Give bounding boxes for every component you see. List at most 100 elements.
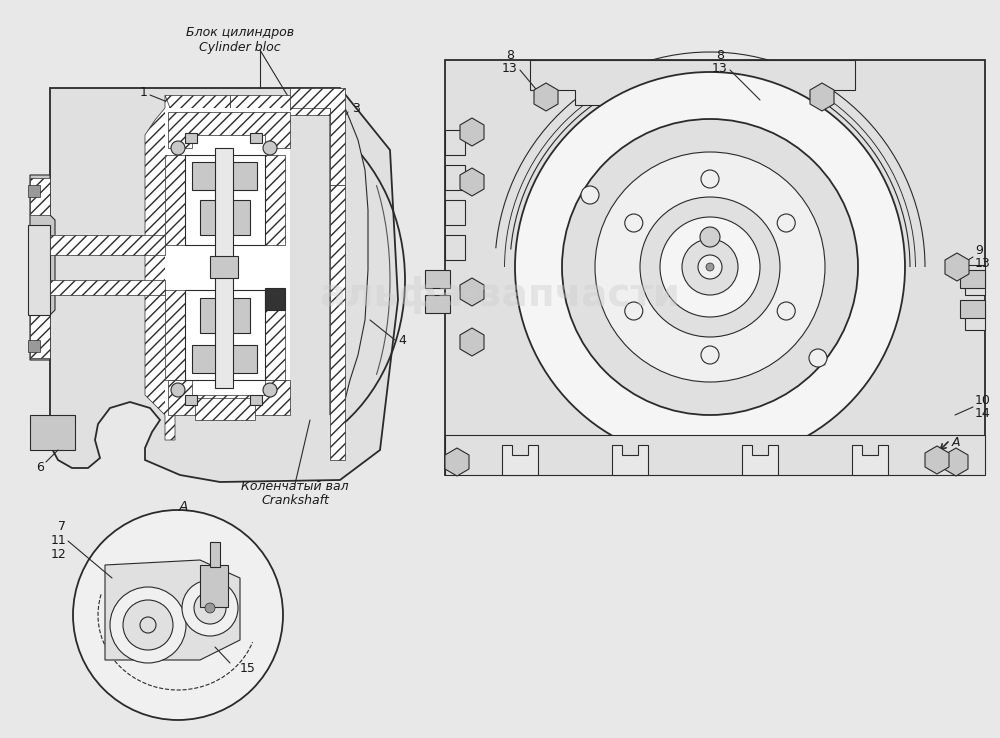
Bar [445,435,985,475]
Text: 3: 3 [352,102,360,114]
Bar [28,340,40,352]
Bar [265,288,285,310]
Polygon shape [502,445,538,475]
Text: Crankshaft: Crankshaft [261,494,329,506]
Bar [185,155,265,245]
Polygon shape [460,168,484,196]
Circle shape [562,119,858,415]
Polygon shape [742,445,778,475]
Circle shape [194,592,226,624]
Bar [445,130,465,155]
Circle shape [706,263,714,271]
Polygon shape [30,315,50,358]
Circle shape [777,214,795,232]
Circle shape [777,302,795,320]
Bar [200,200,250,235]
Circle shape [263,141,277,155]
Polygon shape [445,448,469,476]
Text: 4: 4 [398,334,406,347]
Polygon shape [265,155,285,245]
Polygon shape [192,162,257,190]
Bar [960,300,985,318]
Circle shape [73,510,283,720]
Polygon shape [105,560,240,660]
Bar [200,565,228,607]
Text: 15: 15 [240,661,256,675]
Circle shape [505,62,915,472]
Circle shape [171,383,185,397]
Polygon shape [460,118,484,146]
Text: 11: 11 [50,534,66,548]
Bar [28,225,50,315]
Bar [445,165,465,190]
Polygon shape [265,290,285,380]
Bar [250,395,262,405]
Text: A: A [178,500,188,514]
Polygon shape [330,108,368,415]
Bar [165,108,290,403]
Text: 12: 12 [50,548,66,562]
Bar [28,185,40,197]
Bar [965,305,985,330]
Polygon shape [810,83,834,111]
Polygon shape [30,175,55,360]
Text: 8: 8 [506,49,514,61]
Text: 8: 8 [716,49,724,61]
Bar [425,270,450,288]
Text: Коленчатый вал: Коленчатый вал [241,480,349,494]
Bar [210,542,220,567]
Bar [192,162,257,190]
Text: Cylinder bloc: Cylinder bloc [199,41,281,53]
Bar [30,415,75,450]
Circle shape [140,617,156,633]
Bar [185,290,265,380]
Polygon shape [534,83,558,111]
Text: 13: 13 [502,61,518,75]
Circle shape [682,239,738,295]
Text: 13: 13 [712,61,728,75]
Polygon shape [944,448,968,476]
Bar [425,295,450,313]
Polygon shape [50,88,398,482]
Polygon shape [30,178,50,215]
Polygon shape [50,235,165,255]
Polygon shape [852,445,888,475]
Circle shape [701,170,719,188]
Text: 13: 13 [975,257,991,269]
Polygon shape [195,398,255,420]
Polygon shape [445,60,985,475]
Bar [185,133,197,143]
Polygon shape [612,445,648,475]
Polygon shape [165,95,230,108]
Bar [960,270,985,288]
Polygon shape [168,380,290,415]
Circle shape [263,383,277,397]
Text: 14: 14 [975,407,991,419]
Bar [185,395,197,405]
Circle shape [595,152,825,382]
Text: 6: 6 [36,461,44,474]
Polygon shape [145,95,185,440]
Circle shape [171,141,185,155]
Bar [210,256,238,278]
Circle shape [625,302,643,320]
Text: A: A [952,435,960,449]
Polygon shape [460,278,484,306]
Circle shape [110,587,186,663]
Polygon shape [925,446,949,474]
Circle shape [515,72,905,462]
Polygon shape [230,95,330,115]
Text: 1: 1 [140,86,148,98]
Bar [200,298,250,333]
Circle shape [698,255,722,279]
Polygon shape [945,253,969,281]
Polygon shape [460,328,484,356]
Polygon shape [50,280,165,295]
Bar [192,345,257,373]
Circle shape [660,217,760,317]
Bar [250,133,262,143]
Circle shape [123,600,173,650]
Circle shape [640,197,780,337]
Bar [965,265,985,295]
Circle shape [205,603,215,613]
